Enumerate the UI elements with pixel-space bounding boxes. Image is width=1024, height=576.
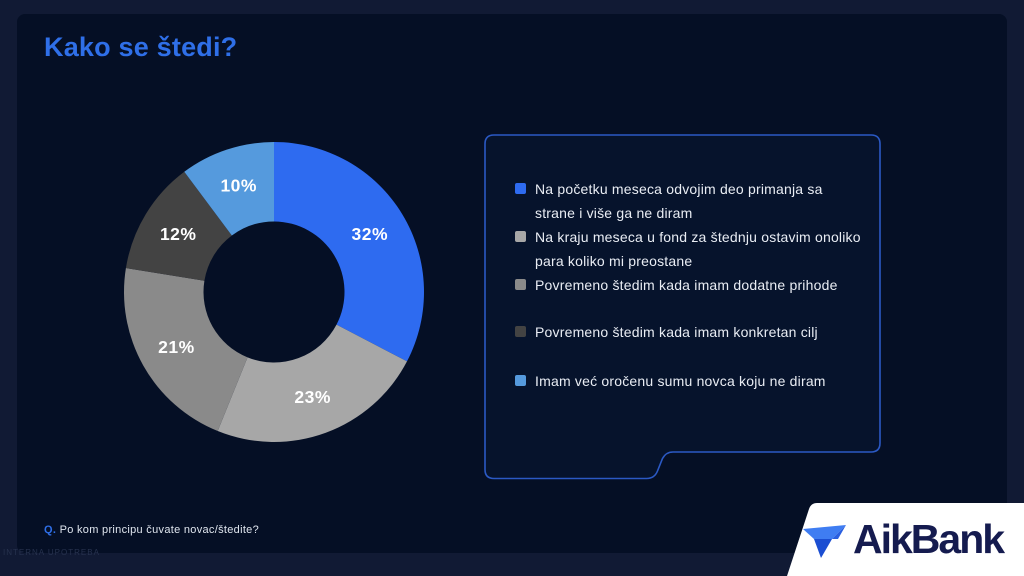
donut-slice: [125, 171, 232, 281]
logo-text: AikBank: [853, 516, 1005, 562]
donut-chart-svg: 32% 23% 21% 12% 10%: [124, 142, 425, 442]
question-prefix: Q.: [44, 524, 57, 536]
chart-legend: Na početku meseca odvojim deo primanja s…: [484, 134, 882, 480]
legend-item: Povremeno štedim kada imam konkretan cil…: [515, 320, 865, 344]
logo-panel-shape: [787, 503, 1024, 576]
slide-background: Kako se štedi? 32% 23% 21% 12% 10% Na početk…: [17, 14, 1007, 553]
legend-color-marker: [515, 231, 526, 242]
slide-title: Kako se štedi?: [44, 32, 238, 62]
legend-item: Povremeno štedim kada imam dodatne priho…: [515, 273, 865, 297]
legend-items: Na početku meseca odvojim deo primanja s…: [515, 177, 865, 393]
legend-color-marker: [515, 326, 526, 337]
legend-item: Imam već oročenu sumu novca koju ne dira…: [515, 369, 865, 393]
legend-color-marker: [515, 375, 526, 386]
donut-slice: [217, 324, 407, 442]
legend-border-outline: [484, 134, 881, 480]
slice-percent-label: 10%: [220, 176, 257, 196]
donut-chart: 32% 23% 21% 12% 10%: [114, 132, 434, 452]
donut-slice: [184, 142, 274, 236]
legend-label: Povremeno štedim kada imam dodatne priho…: [535, 277, 838, 293]
donut-slice: [124, 268, 248, 432]
slice-percent-label: 21%: [158, 337, 195, 357]
slice-percent-label: 32%: [352, 224, 389, 244]
aikbank-emblem-icon: [803, 524, 846, 558]
aikbank-logo: AikBank: [784, 495, 1024, 576]
legend-item: Na kraju meseca u fond za štednju ostavi…: [515, 225, 865, 273]
legend-color-marker: [515, 279, 526, 290]
donut-slice: [274, 142, 425, 362]
slice-percent-label: 12%: [160, 224, 197, 244]
legend-label: Povremeno štedim kada imam konkretan cil…: [535, 324, 818, 340]
legend-label: Na početku meseca odvojim deo primanja s…: [535, 181, 823, 221]
internal-use-watermark: INTERNA UPOTREBA: [3, 548, 100, 557]
legend-label: Na kraju meseca u fond za štednju ostavi…: [535, 229, 861, 269]
question-text: Po kom principu čuvate novac/štedite?: [59, 524, 260, 536]
slice-percent-label: 23%: [294, 387, 331, 407]
legend-item: Na početku meseca odvojim deo primanja s…: [515, 177, 865, 225]
legend-label: Imam već oročenu sumu novca koju ne dira…: [535, 373, 826, 389]
question-footnote: Q. Po kom principu čuvate novac/štedite?: [44, 524, 259, 536]
legend-color-marker: [515, 183, 526, 194]
